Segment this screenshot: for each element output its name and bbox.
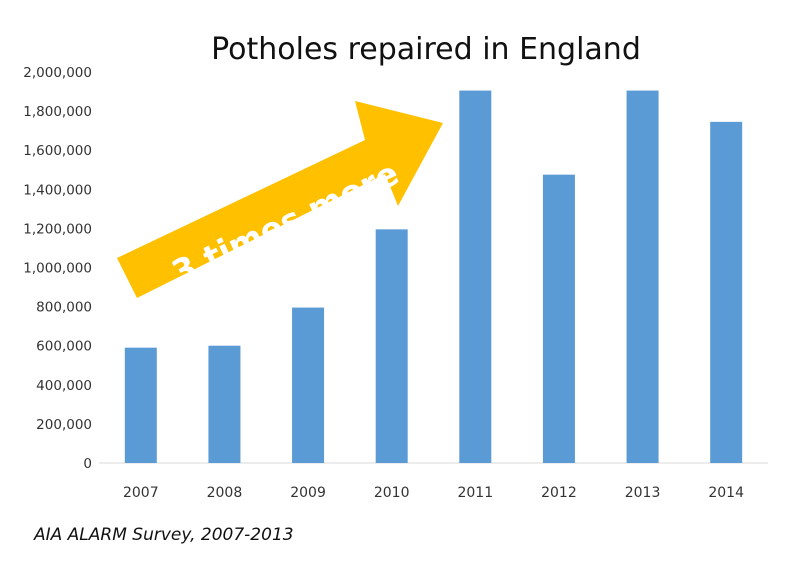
x-tick-label: 2012	[541, 485, 577, 501]
x-tick-label: 2014	[708, 485, 744, 501]
trend-arrow	[117, 101, 443, 298]
x-tick-label: 2011	[457, 485, 493, 501]
y-tick-label: 2,000,000	[23, 65, 92, 81]
y-tick-label: 800,000	[36, 300, 92, 316]
x-tick-label: 2013	[625, 485, 661, 501]
bar-2009	[292, 307, 325, 463]
y-tick-label: 1,000,000	[23, 261, 92, 277]
chart-title: Potholes repaired in England	[211, 32, 641, 67]
y-tick-label: 1,400,000	[23, 182, 92, 198]
y-tick-label: 1,200,000	[23, 221, 92, 237]
bar-2011	[459, 90, 492, 463]
y-tick-label: 0	[83, 456, 92, 472]
x-tick-label: 2010	[374, 485, 410, 501]
source-note: AIA ALARM Survey, 2007-2013	[33, 525, 294, 545]
y-axis: 0 200,000 400,000 600,000 800,000 1,000,000 1,…	[23, 65, 92, 472]
bar-2010	[375, 229, 408, 463]
y-tick-label: 400,000	[36, 378, 92, 394]
bar-series	[124, 90, 743, 463]
bar-2007	[124, 347, 157, 463]
bar-2012	[542, 174, 575, 463]
x-tick-label: 2009	[290, 485, 326, 501]
bar-2013	[626, 90, 659, 463]
bar-2008	[208, 345, 241, 463]
x-tick-label: 2008	[207, 485, 243, 501]
x-axis: 2007 2008 2009 2010 2011 2012 2013 2014	[123, 485, 744, 501]
x-tick-label: 2007	[123, 485, 159, 501]
bar-2014	[710, 121, 743, 463]
y-tick-label: 1,800,000	[23, 104, 92, 120]
y-tick-label: 600,000	[36, 339, 92, 355]
y-tick-label: 200,000	[36, 417, 92, 433]
y-tick-label: 1,600,000	[23, 143, 92, 159]
